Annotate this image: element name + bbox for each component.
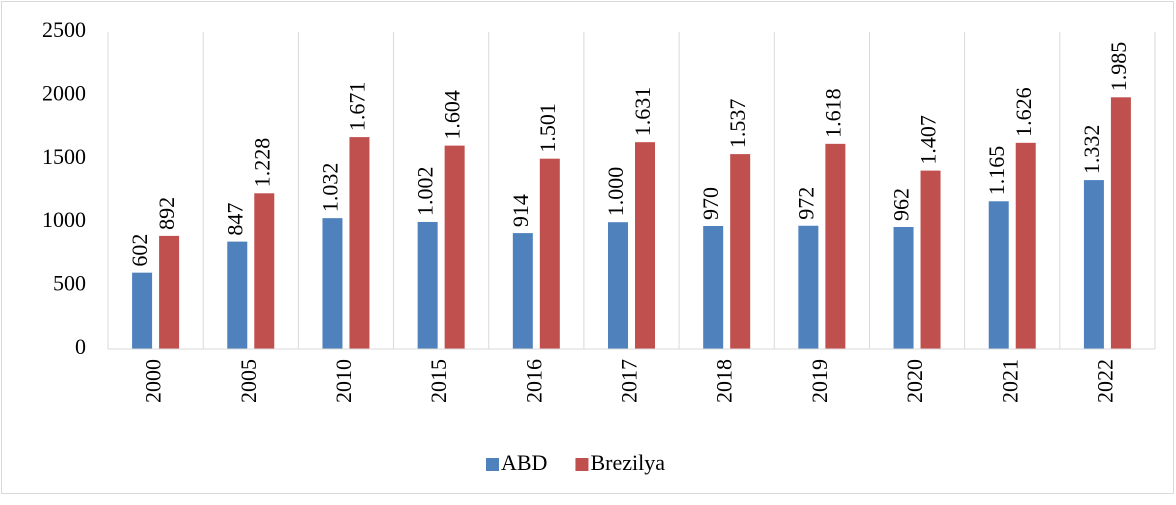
x-tick-label: 2018: [712, 359, 737, 403]
data-label: 1.604: [440, 90, 465, 140]
data-label: 1.032: [318, 163, 343, 213]
bar: [703, 226, 724, 349]
legend-label: Brezilya: [590, 450, 665, 475]
y-tick-label: 1000: [42, 207, 86, 232]
x-tick-label: 2017: [617, 359, 642, 403]
data-label: 1.332: [1079, 125, 1104, 175]
x-tick-label: 2020: [902, 359, 927, 403]
x-tick-label: 2005: [236, 359, 261, 403]
y-tick-label: 500: [53, 271, 86, 296]
bar: [227, 241, 248, 349]
bar: [825, 143, 846, 349]
bar: [159, 235, 180, 349]
data-label: 892: [154, 197, 179, 230]
data-label: 970: [698, 187, 723, 220]
bar: [920, 170, 941, 349]
bar: [132, 272, 153, 349]
bar: [539, 158, 560, 349]
bar: [322, 218, 343, 349]
data-label: 1.631: [630, 87, 655, 137]
bar: [1083, 180, 1104, 349]
data-label: 602: [127, 234, 152, 267]
x-tick-label: 2021: [997, 359, 1022, 403]
data-label: 1.501: [535, 103, 560, 153]
bar: [893, 227, 914, 349]
x-tick-label: 2015: [426, 359, 451, 403]
bar: [988, 201, 1009, 349]
bar: [635, 142, 655, 349]
y-tick-label: 2500: [42, 17, 86, 42]
chart-border: [1, 1, 1174, 494]
bar: [730, 154, 751, 349]
bar: [798, 225, 819, 349]
legend-swatch: [575, 458, 589, 471]
bar: [608, 222, 628, 349]
data-label: 1.000: [603, 167, 628, 217]
x-tick-label: 2016: [521, 359, 546, 403]
y-tick-label: 0: [75, 334, 86, 359]
x-tick-label: 2019: [807, 359, 832, 403]
x-tick-label: 2000: [141, 359, 166, 403]
data-label: 1.002: [413, 166, 438, 216]
data-label: 847: [222, 203, 247, 236]
data-label: 1.671: [345, 82, 370, 132]
legend-label: ABD: [501, 450, 547, 475]
bar: [417, 221, 438, 349]
y-tick-label: 2000: [42, 80, 86, 105]
bar: [444, 145, 465, 349]
data-label: 1.618: [820, 88, 845, 138]
y-tick-label: 1500: [42, 144, 86, 169]
data-label: 1.407: [916, 115, 941, 165]
x-tick-label: 2010: [331, 359, 356, 403]
legend-swatch: [486, 458, 499, 471]
bar: [1015, 142, 1036, 349]
data-label: 962: [889, 188, 914, 221]
x-tick-label: 2022: [1092, 359, 1117, 403]
bar: [254, 193, 275, 349]
data-label: 972: [793, 187, 818, 220]
bar: [512, 233, 533, 349]
data-label: 1.165: [984, 146, 1009, 196]
bar: [1110, 97, 1131, 349]
data-label: 1.537: [725, 99, 750, 149]
data-label: 1.626: [1011, 87, 1036, 137]
bar: [349, 137, 370, 349]
data-label: 914: [508, 194, 533, 227]
data-label: 1.228: [249, 138, 274, 188]
data-label: 1.985: [1106, 42, 1131, 92]
